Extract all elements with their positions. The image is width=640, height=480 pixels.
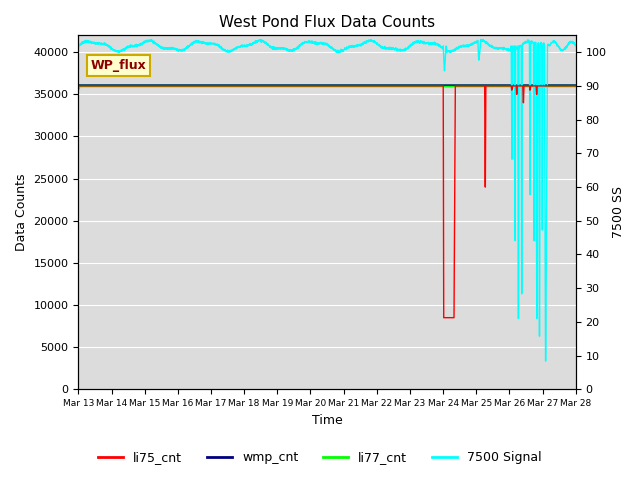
X-axis label: Time: Time: [312, 414, 342, 427]
Title: West Pond Flux Data Counts: West Pond Flux Data Counts: [219, 15, 435, 30]
Text: WP_flux: WP_flux: [91, 59, 147, 72]
Y-axis label: 7500 SS: 7500 SS: [612, 186, 625, 239]
Legend: li75_cnt, wmp_cnt, li77_cnt, 7500 Signal: li75_cnt, wmp_cnt, li77_cnt, 7500 Signal: [93, 446, 547, 469]
Y-axis label: Data Counts: Data Counts: [15, 174, 28, 251]
